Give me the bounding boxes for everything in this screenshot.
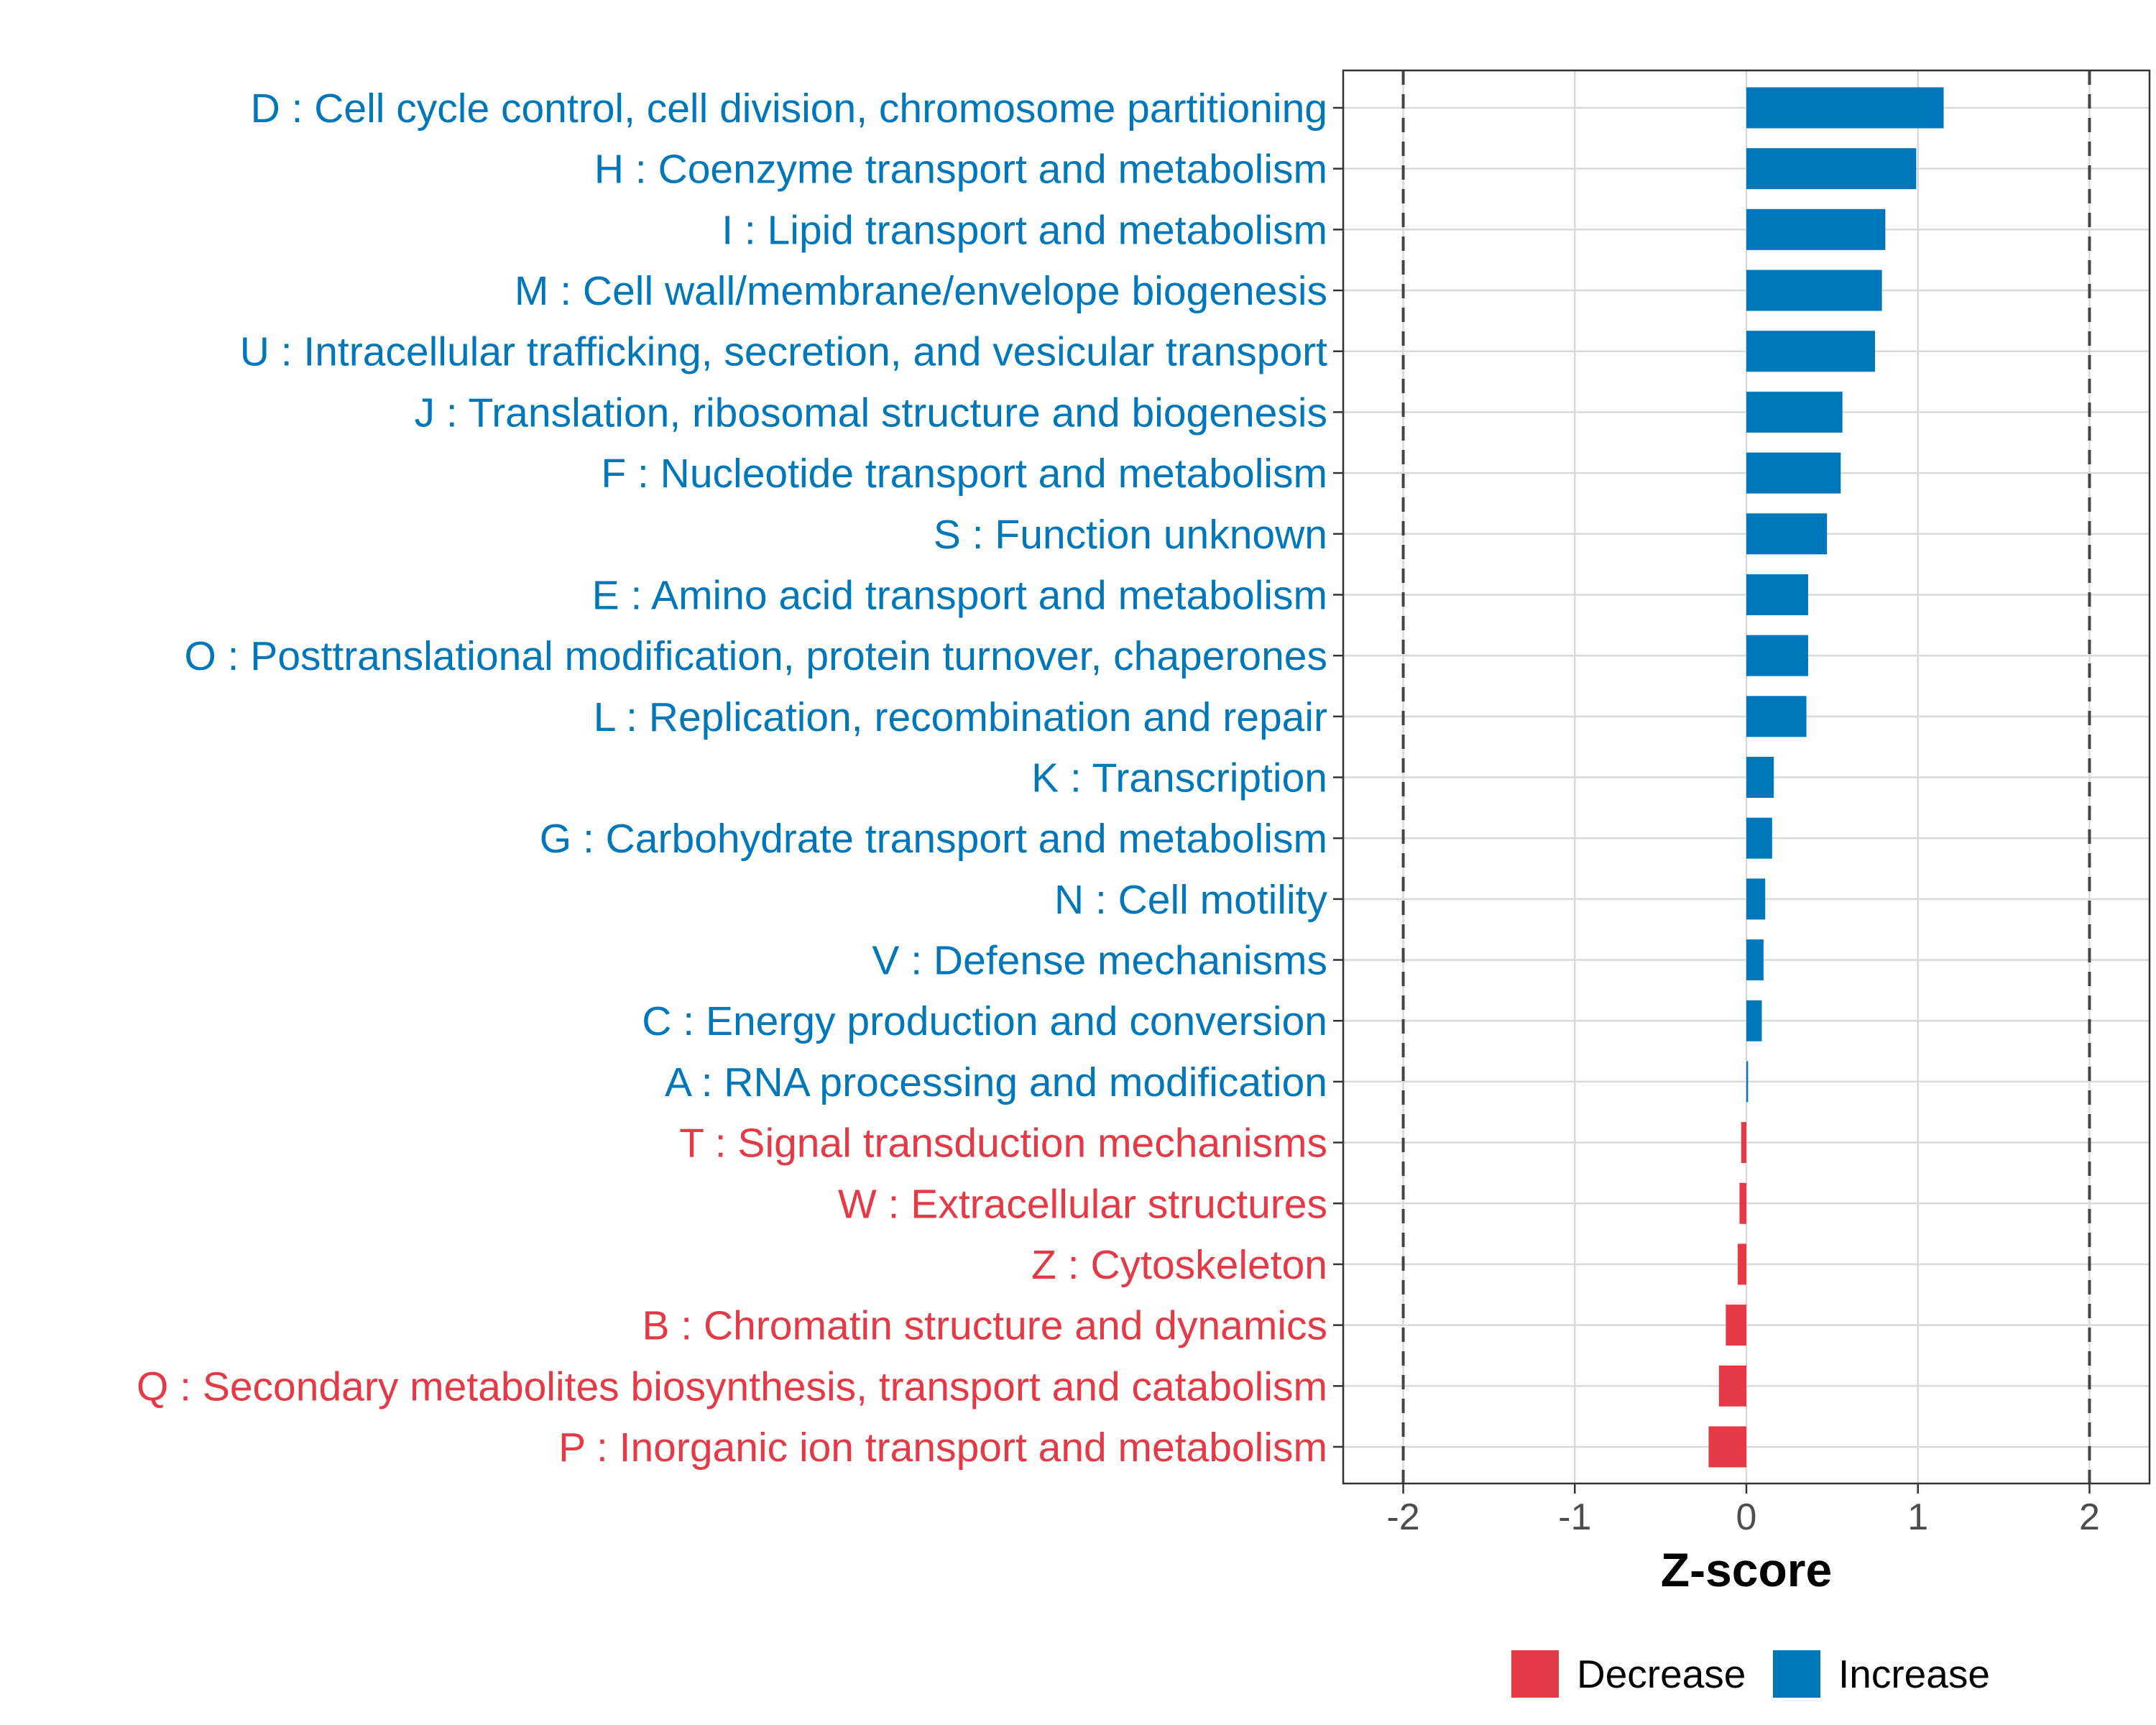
x-tick-label: -1 [1558, 1496, 1591, 1538]
bar [1746, 391, 1843, 433]
x-axis-ticks: -2 -1 0 1 2 [1386, 1484, 2100, 1538]
bar [1746, 696, 1807, 737]
category-label: I : Lipid transport and metabolism [722, 207, 1327, 253]
bar [1746, 878, 1766, 920]
x-tick-label: 2 [2079, 1496, 2100, 1538]
x-tick-label: 0 [1736, 1496, 1757, 1538]
category-label: V : Defense mechanisms [872, 938, 1327, 984]
bar [1746, 331, 1876, 372]
x-tick-label: -2 [1386, 1496, 1419, 1538]
category-label: P : Inorganic ion transport and metaboli… [558, 1425, 1327, 1471]
category-label: U : Intracellular trafficking, secretion… [240, 329, 1327, 375]
category-label: H : Coenzyme transport and metabolism [594, 147, 1327, 193]
category-label: G : Carbohydrate transport and metabolis… [540, 816, 1327, 862]
category-label: L : Replication, recombination and repai… [594, 694, 1327, 740]
category-label: S : Function unknown [934, 512, 1327, 558]
bar [1718, 1365, 1746, 1407]
category-label: A : RNA processing and modification [665, 1059, 1327, 1105]
category-label: T : Signal transduction mechanisms [679, 1121, 1327, 1167]
category-label: J : Translation, ribosomal structure and… [415, 390, 1327, 436]
legend: Decrease Increase [1511, 1650, 1990, 1698]
bar [1741, 1122, 1746, 1164]
bar [1746, 1000, 1762, 1041]
category-label: M : Cell wall/membrane/envelope biogenes… [515, 268, 1327, 314]
bar [1746, 574, 1808, 615]
y-axis-category-labels: D : Cell cycle control, cell division, c… [137, 86, 1328, 1471]
bar [1726, 1305, 1746, 1346]
bar [1746, 270, 1882, 311]
x-axis-title: Z-score [1661, 1543, 1832, 1596]
category-label: F : Nucleotide transport and metabolism [601, 451, 1327, 497]
category-label: B : Chromatin structure and dynamics [642, 1303, 1327, 1349]
bar [1746, 817, 1772, 859]
category-label: Z : Cytoskeleton [1031, 1242, 1327, 1288]
bar [1746, 452, 1841, 494]
legend-swatch-increase [1773, 1650, 1820, 1698]
category-label: K : Transcription [1031, 755, 1327, 801]
bar [1708, 1426, 1746, 1468]
legend-swatch-decrease [1511, 1650, 1559, 1698]
category-label: E : Amino acid transport and metabolism [592, 572, 1327, 618]
category-label: O : Posttranslational modification, prot… [184, 633, 1327, 679]
bar [1746, 635, 1808, 676]
category-label: N : Cell motility [1054, 877, 1328, 923]
y-axis-ticks [1333, 106, 1343, 1448]
bar [1739, 1182, 1746, 1224]
bar [1746, 148, 1917, 190]
bar [1738, 1243, 1746, 1285]
category-label: W : Extracellular structures [838, 1181, 1327, 1227]
bar [1746, 87, 1944, 129]
legend-label-increase: Increase [1838, 1652, 1990, 1696]
bar [1746, 757, 1774, 798]
bar [1746, 1061, 1749, 1103]
category-label: D : Cell cycle control, cell division, c… [251, 86, 1327, 132]
bar [1746, 513, 1828, 555]
bar [1746, 939, 1764, 981]
legend-label-decrease: Decrease [1577, 1652, 1746, 1696]
bars [1708, 87, 1944, 1468]
category-label: C : Energy production and conversion [642, 998, 1327, 1044]
category-label: Q : Secondary metabolites biosynthesis, … [137, 1363, 1327, 1409]
x-tick-label: 1 [1907, 1496, 1928, 1538]
bar [1746, 208, 1886, 250]
